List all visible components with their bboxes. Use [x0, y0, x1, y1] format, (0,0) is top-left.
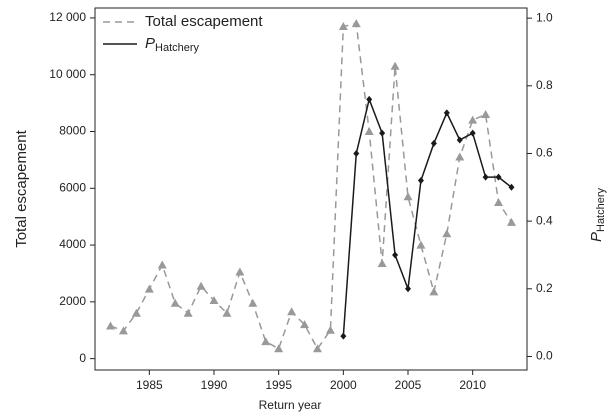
point: [506, 217, 516, 226]
y2-tick-label: 0.6: [536, 146, 553, 160]
point: [351, 19, 361, 28]
y2-tick-label: 0.4: [536, 213, 553, 227]
y2-tick-label: 0.2: [536, 281, 553, 295]
point: [196, 281, 206, 290]
point: [430, 139, 437, 147]
point: [338, 21, 348, 30]
legend-name: P: [145, 35, 155, 52]
point: [417, 177, 424, 185]
point: [340, 332, 347, 340]
x-tick-label: 2010: [459, 378, 486, 392]
point: [209, 295, 219, 304]
point: [274, 344, 284, 353]
y-tick-label: 4000: [59, 237, 86, 251]
point: [106, 321, 116, 330]
point: [429, 287, 439, 296]
y-tick-label: 6000: [59, 180, 86, 194]
point: [468, 115, 478, 124]
point: [443, 109, 450, 117]
y2-label-sub: Hatchery: [595, 187, 607, 232]
plot-frame: [94, 7, 528, 371]
point: [390, 61, 400, 70]
point: [353, 149, 360, 157]
point: [366, 95, 373, 103]
point: [312, 344, 322, 353]
point: [508, 183, 515, 191]
y-tick-label: 8000: [59, 124, 86, 138]
point: [379, 129, 386, 137]
point: [416, 240, 426, 249]
x-axis-label: Return year: [259, 398, 322, 412]
series-line: [110, 22, 513, 351]
point: [222, 308, 232, 317]
point: [392, 251, 399, 259]
y2-tick-label: 0.0: [536, 349, 553, 363]
y-tick-label: 2000: [59, 294, 86, 308]
point: [377, 259, 387, 268]
point: [495, 173, 502, 181]
legend-label: PHatchery: [145, 35, 200, 54]
point: [456, 136, 463, 144]
point: [469, 129, 476, 137]
point: [248, 298, 258, 307]
point: [261, 337, 271, 346]
x-tick-label: 2005: [395, 378, 422, 392]
y-tick-label: 10 000: [49, 67, 86, 81]
y-axis-label: Total escapement: [13, 129, 30, 247]
point: [183, 308, 193, 317]
legend-label: Total escapement: [145, 13, 263, 30]
legend-name: Total escapement: [145, 13, 263, 30]
y-tick-label: 12 000: [49, 10, 86, 24]
point: [482, 173, 489, 181]
point: [131, 308, 141, 317]
x-tick-label: 1985: [136, 378, 163, 392]
point: [157, 260, 167, 269]
y2-label-main: P: [588, 232, 605, 242]
point: [235, 267, 245, 276]
point: [144, 284, 154, 293]
y2-tick-label: 0.8: [536, 78, 553, 92]
point: [481, 109, 491, 118]
point: [494, 197, 504, 206]
point: [405, 285, 412, 293]
point: [118, 326, 128, 335]
point: [325, 325, 335, 334]
y2-tick-label: 1.0: [536, 10, 553, 24]
point: [455, 152, 465, 161]
legend-subscript: Hatchery: [155, 42, 200, 54]
x-tick-label: 1995: [265, 378, 292, 392]
series-line: [342, 96, 512, 337]
y2-axis-label: PHatchery: [588, 187, 607, 242]
x-tick-label: 2000: [330, 378, 357, 392]
y-tick-label: 0: [79, 351, 86, 365]
x-tick-label: 1990: [201, 378, 228, 392]
point: [287, 307, 297, 316]
point: [170, 298, 180, 307]
point: [403, 192, 413, 201]
point: [364, 127, 374, 136]
point: [442, 229, 452, 238]
point: [300, 320, 310, 329]
